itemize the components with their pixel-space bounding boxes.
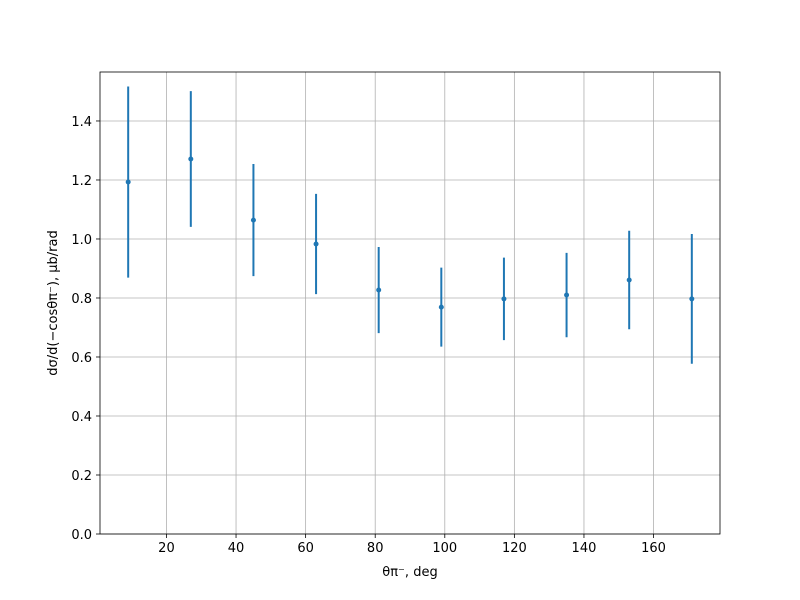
marks-layer <box>125 86 695 364</box>
data-point <box>188 156 194 162</box>
x-tick-label: 20 <box>158 541 175 556</box>
x-tick-label: 120 <box>502 541 527 556</box>
data-point <box>564 292 570 298</box>
x-tick-label: 140 <box>572 541 597 556</box>
plot-frame <box>99 71 721 535</box>
y-tick-label: 1.2 <box>71 174 92 189</box>
x-tick-label: 60 <box>297 541 314 556</box>
data-point <box>125 179 131 185</box>
x-axis-label: θπ⁻, deg <box>382 565 437 580</box>
y-tick-label: 0.8 <box>71 292 92 307</box>
grid-layer <box>100 72 720 535</box>
y-axis-label: dσ/d(−cosθπ⁻), μb/rad <box>46 230 61 375</box>
x-tick-label: 40 <box>228 541 245 556</box>
y-tick-label: 1.4 <box>71 115 92 130</box>
data-point <box>250 217 256 223</box>
data-point <box>501 296 507 302</box>
y-tick-label: 0.0 <box>71 528 92 543</box>
data-point <box>438 304 444 310</box>
data-point <box>313 241 319 247</box>
data-point <box>626 277 632 283</box>
x-tick-label: 80 <box>367 541 384 556</box>
y-tick-label: 0.4 <box>71 410 92 425</box>
data-point <box>689 296 695 302</box>
y-tick-label: 1.0 <box>71 233 92 248</box>
data-point <box>376 287 382 293</box>
y-tick-label: 0.2 <box>71 469 92 484</box>
x-tick-label: 100 <box>432 541 457 556</box>
y-tick-label: 0.6 <box>71 351 92 366</box>
x-tick-label: 160 <box>641 541 666 556</box>
